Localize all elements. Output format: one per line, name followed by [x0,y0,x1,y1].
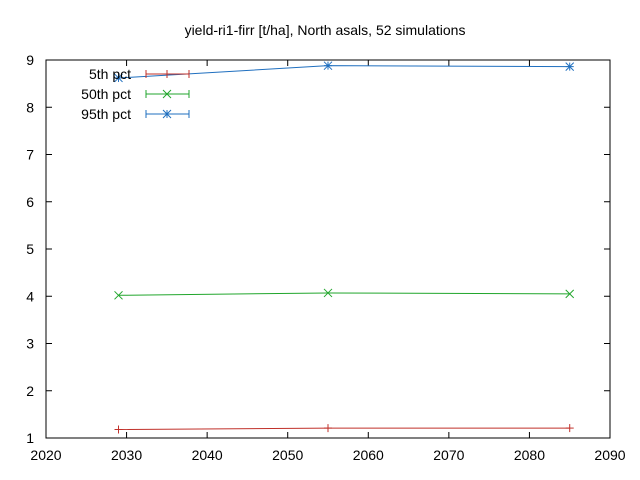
series-layer [114,61,575,434]
x-tick-label: 2050 [272,447,303,463]
data-point [323,61,333,71]
data-point [565,424,574,433]
series-line-2 [118,292,570,296]
y-tick-label: 4 [26,288,34,304]
series-line-1 [118,427,570,430]
data-point [114,290,123,300]
y-tick-label: 3 [26,336,34,352]
y-tick-label: 8 [26,99,34,115]
data-point [324,424,332,433]
x-tick-label: 2020 [30,447,61,463]
legend-swatch [145,70,190,78]
legend-swatch [145,109,190,119]
data-point [162,89,172,99]
legend-label: 50th pct [81,86,131,102]
y-axis: 1 2 3 4 5 6 7 8 9 [26,52,610,446]
data-point [162,109,172,119]
legend-swatch [145,89,190,99]
x-tick-label: 2080 [514,447,545,463]
x-tick-label: 2070 [433,447,464,463]
data-point [565,62,575,71]
legend: 5th pct 50th pct 95th pct [81,66,190,122]
y-tick-label: 6 [26,194,34,210]
data-point [565,289,575,299]
data-point [323,288,333,298]
y-tick-label: 2 [26,383,34,399]
x-axis: 2020 2030 2040 2050 2060 2070 2080 2090 [30,60,626,463]
data-point [114,73,123,83]
legend-label: 5th pct [89,66,131,82]
x-tick-label: 2040 [192,447,223,463]
x-tick-label: 2030 [111,447,142,463]
series-line-3 [118,65,570,79]
data-point [114,425,123,434]
y-tick-label: 1 [26,430,34,446]
x-tick-label: 2090 [594,447,625,463]
data-point [163,70,171,78]
legend-label: 95th pct [81,106,131,122]
y-tick-label: 9 [26,52,34,68]
chart-title: yield-ri1-firr [t/ha], North asals, 52 s… [185,22,466,38]
y-tick-label: 7 [26,147,34,163]
x-tick-label: 2060 [353,447,384,463]
y-tick-label: 5 [26,241,34,257]
